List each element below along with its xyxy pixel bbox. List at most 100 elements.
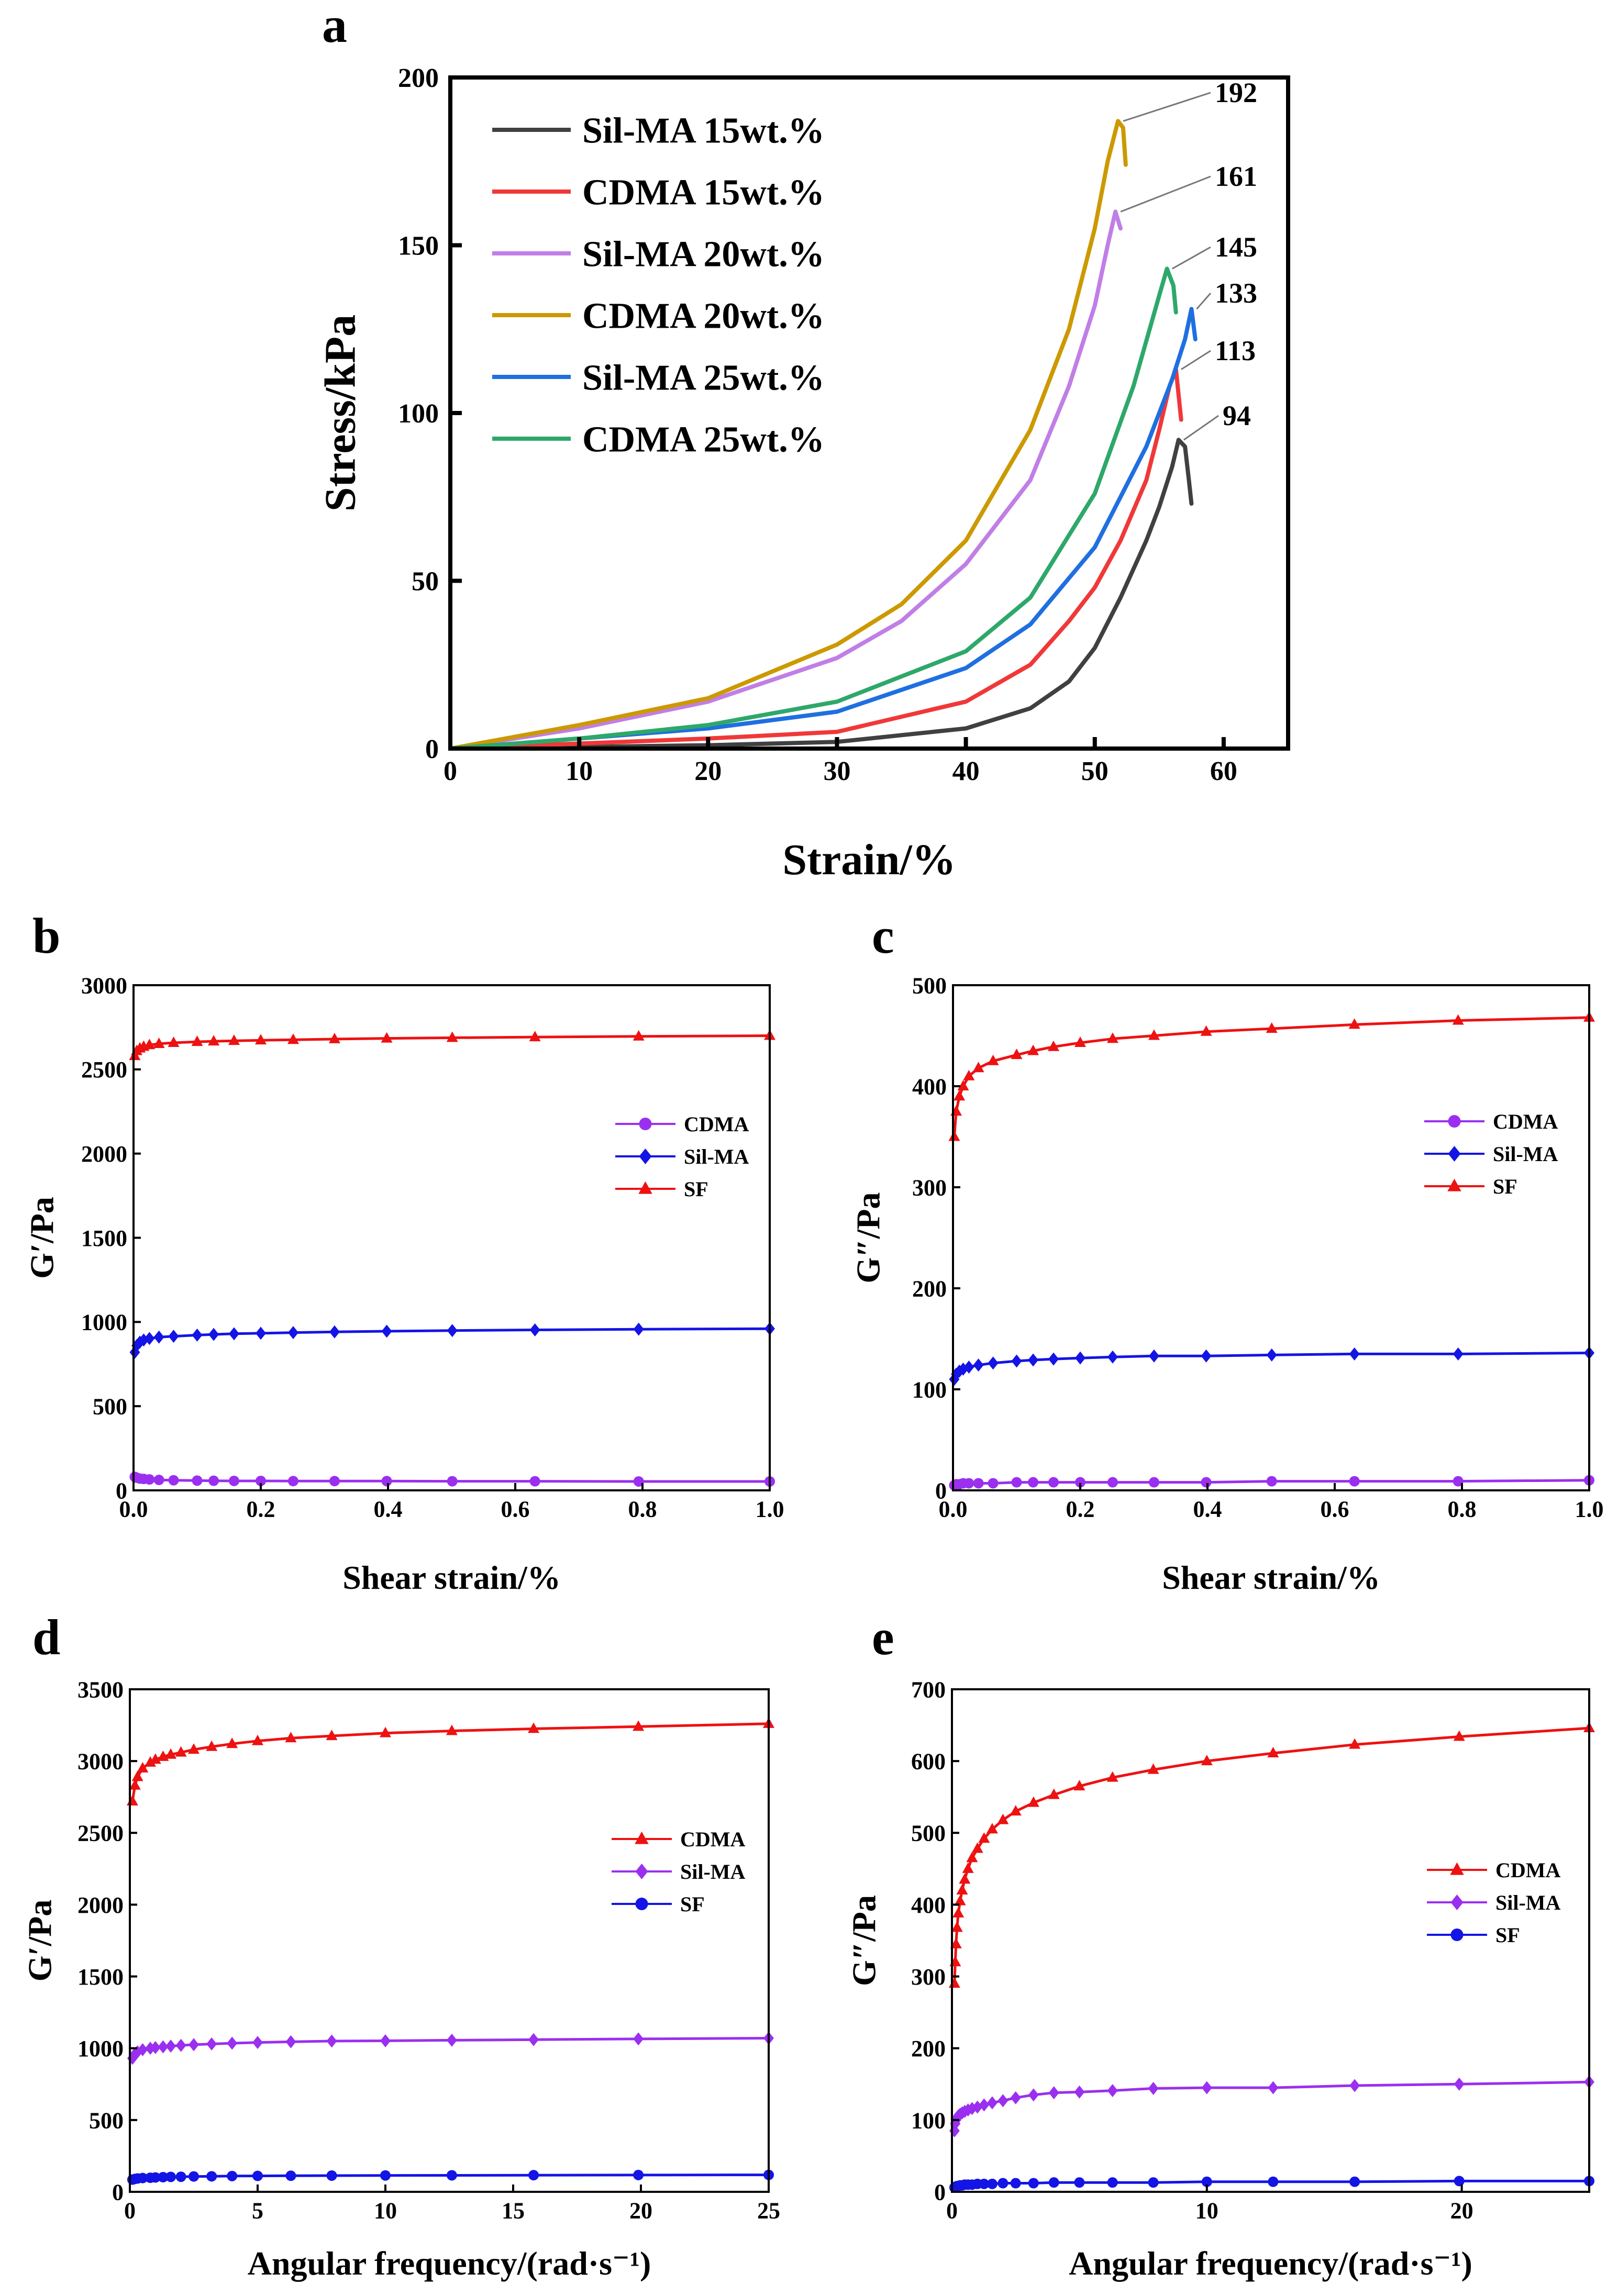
- x-axis-label: Shear strain/%: [342, 1559, 561, 1596]
- data-point: [326, 2034, 337, 2048]
- legend-entry: Sil-MA 25wt.%: [492, 358, 825, 398]
- data-point: [1075, 1477, 1085, 1488]
- series-a-4: [448, 307, 1198, 751]
- peak-annotation: 145: [1171, 231, 1257, 270]
- data-point: [137, 2043, 148, 2056]
- data-point: [1106, 1771, 1118, 1782]
- x-tick-label: 20: [1450, 2198, 1473, 2224]
- data-point: [188, 1743, 200, 1754]
- legend-entry: Sil-MA 20wt.%: [492, 235, 825, 275]
- legend-marker: [639, 1149, 652, 1164]
- data-point: [978, 1832, 990, 1843]
- data-point: [1148, 1029, 1160, 1040]
- data-point: [1011, 1049, 1023, 1060]
- data-point: [963, 1478, 974, 1489]
- y-tick-label: 400: [912, 1074, 947, 1099]
- data-point: [1268, 2081, 1279, 2094]
- data-point: [1266, 1476, 1277, 1487]
- data-point: [287, 1033, 299, 1044]
- y-tick-label: 0: [116, 1478, 127, 1503]
- legend: CDMA Sil-MA SF: [615, 1112, 749, 1201]
- data-point: [1349, 1347, 1360, 1361]
- data-point: [287, 1326, 298, 1340]
- y-tick-label: 1000: [81, 1310, 127, 1335]
- x-axis-label: Angular frequency/(rad·s⁻¹): [1069, 2245, 1472, 2282]
- data-point: [285, 1732, 297, 1743]
- data-point: [963, 1069, 975, 1080]
- data-point: [971, 1842, 983, 1853]
- data-point: [150, 2041, 161, 2054]
- y-tick-label: 600: [911, 1749, 946, 1775]
- y-tick-label: 2000: [81, 1141, 127, 1167]
- legend-label: SF: [680, 1892, 705, 1916]
- data-point: [446, 1724, 458, 1735]
- peak-annotation: 133: [1196, 277, 1257, 310]
- data-point: [1107, 1350, 1118, 1364]
- data-point: [1010, 2091, 1021, 2104]
- data-point: [633, 1322, 644, 1336]
- data-point: [285, 2035, 296, 2048]
- data-point: [137, 2172, 148, 2183]
- data-point: [1028, 2088, 1039, 2102]
- data-point: [228, 1475, 239, 1486]
- data-point: [446, 2033, 457, 2047]
- data-point: [153, 1330, 164, 1344]
- data-point: [1454, 2176, 1465, 2187]
- data-point: [1268, 2176, 1279, 2187]
- data-point: [972, 1062, 984, 1073]
- data-point: [1348, 1018, 1360, 1029]
- data-point: [1147, 1763, 1159, 1774]
- y-tick-label: 1500: [77, 1964, 124, 1990]
- legend: CDMA Sil-MA SF: [1424, 1110, 1558, 1198]
- x-tick-label: 20: [694, 756, 722, 786]
- annotation-leader: [1123, 92, 1211, 122]
- peak-annotation: 94: [1183, 400, 1251, 441]
- data-point: [149, 1753, 161, 1764]
- data-point: [954, 1894, 966, 1905]
- data-point: [126, 1795, 138, 1805]
- data-point: [1349, 2079, 1360, 2092]
- data-point: [191, 1035, 203, 1046]
- data-point: [192, 1328, 203, 1342]
- x-tick-label: 10: [566, 756, 593, 786]
- data-point: [1349, 1738, 1361, 1749]
- data-point: [446, 2170, 457, 2181]
- data-point: [1074, 2085, 1085, 2099]
- series-c-1: [949, 1346, 1594, 1386]
- data-point: [1201, 2081, 1212, 2094]
- chart-panel-b: 0.0 0.2 0.4 0.6 0.8 1.0 0 500 1000 1500 2000 2500 30…: [24, 908, 784, 1596]
- data-point: [987, 1054, 999, 1065]
- x-tick-label: 30: [823, 756, 850, 786]
- peak-value: 133: [1215, 277, 1257, 309]
- data-point: [165, 2171, 176, 2182]
- data-point: [956, 1884, 968, 1894]
- data-point: [380, 1726, 391, 1737]
- data-point: [633, 1030, 645, 1041]
- annotation-leader: [1120, 175, 1211, 213]
- data-point: [227, 2170, 238, 2181]
- x-tick-label: 60: [1210, 756, 1237, 786]
- data-point: [175, 2038, 186, 2052]
- data-point: [1048, 1477, 1059, 1488]
- series-c-0: [949, 1475, 1594, 1491]
- annotation-leader: [1196, 293, 1212, 310]
- data-point: [528, 2033, 539, 2046]
- data-point: [529, 1323, 540, 1336]
- data-point: [959, 1873, 971, 1884]
- series-e-1: [949, 2075, 1594, 2137]
- series-line: [448, 209, 1123, 751]
- data-point: [633, 2169, 644, 2180]
- data-point: [1047, 1040, 1059, 1051]
- peak-value: 161: [1215, 161, 1257, 192]
- y-tick-label: 500: [93, 1394, 127, 1420]
- legend-marker: [1447, 1178, 1461, 1191]
- series-c-2: [948, 1011, 1595, 1141]
- data-point: [997, 1813, 1009, 1824]
- data-point: [226, 1737, 238, 1748]
- legend-label: CDMA 15wt.%: [582, 173, 825, 213]
- peak-annotation: 161: [1120, 161, 1257, 213]
- legend: CDMA Sil-MA SF: [1427, 1858, 1561, 1947]
- data-point: [255, 1034, 267, 1045]
- plot-frame: [132, 984, 771, 1491]
- legend-entry: SF: [1424, 1175, 1517, 1198]
